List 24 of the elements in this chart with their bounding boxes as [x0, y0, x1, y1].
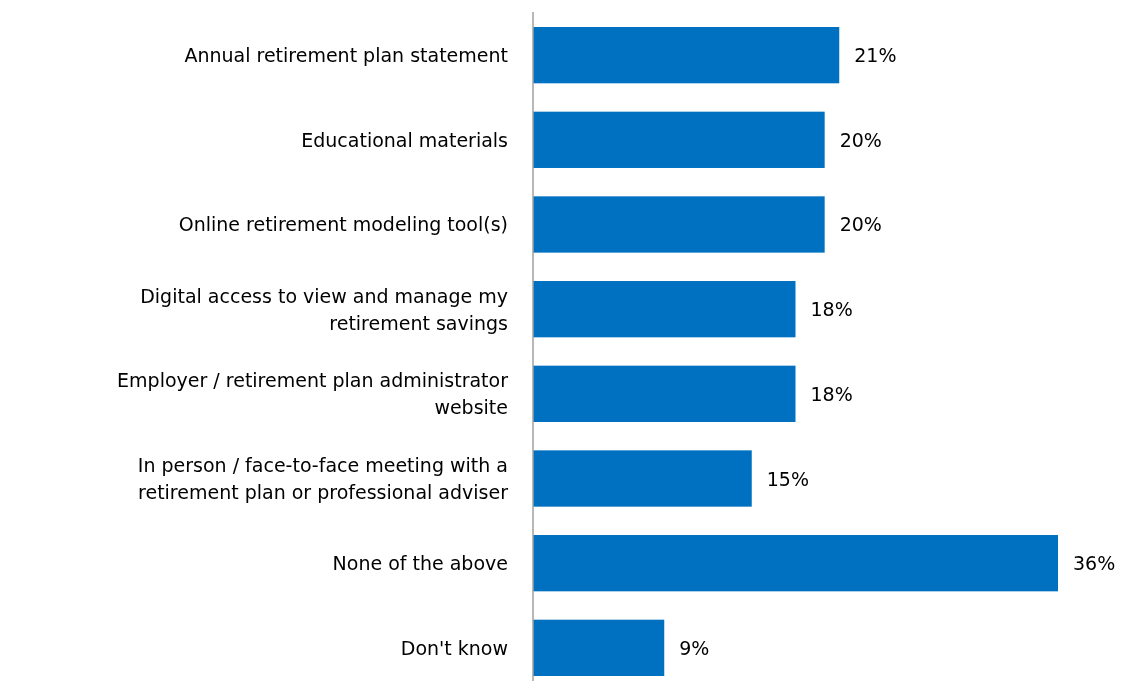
- bar: [533, 111, 825, 168]
- bar: [533, 450, 752, 507]
- bar: [533, 281, 796, 338]
- data-label: 18%: [810, 382, 853, 405]
- y-tick-label: Educational materials: [301, 128, 508, 151]
- data-label: 18%: [810, 298, 853, 321]
- data-label: 20%: [839, 213, 882, 236]
- bar: [533, 365, 796, 422]
- y-tick-label: In person / face-to-face meeting with a retirement plan or professional adviser: [137, 454, 509, 504]
- data-label: 21%: [854, 44, 897, 67]
- data-label: 9%: [679, 636, 710, 659]
- y-tick-label: Online retirement modeling tool(s): [178, 213, 508, 236]
- bar: [533, 535, 1058, 592]
- y-tick-label: None of the above: [332, 552, 508, 575]
- data-label: 15%: [766, 467, 809, 490]
- data-label: 36%: [1073, 552, 1116, 575]
- bar: [533, 619, 665, 676]
- bar: [533, 196, 825, 253]
- y-tick-label: Digital access to view and manage my retirement savings: [140, 284, 508, 334]
- y-tick-label: Don't know: [400, 636, 508, 659]
- y-tick-label: Annual retirement plan statement: [184, 44, 508, 67]
- y-tick-label: Employer / retirement plan administrator website: [117, 369, 509, 419]
- bar: [533, 27, 840, 84]
- data-label: 20%: [839, 128, 882, 151]
